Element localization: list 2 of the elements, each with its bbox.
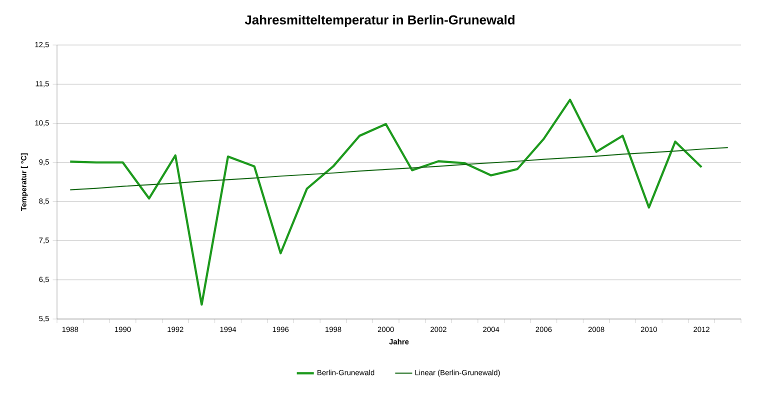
- chart-title: Jahresmitteltemperatur in Berlin-Grunewald: [244, 14, 514, 28]
- line-series: [69, 98, 703, 306]
